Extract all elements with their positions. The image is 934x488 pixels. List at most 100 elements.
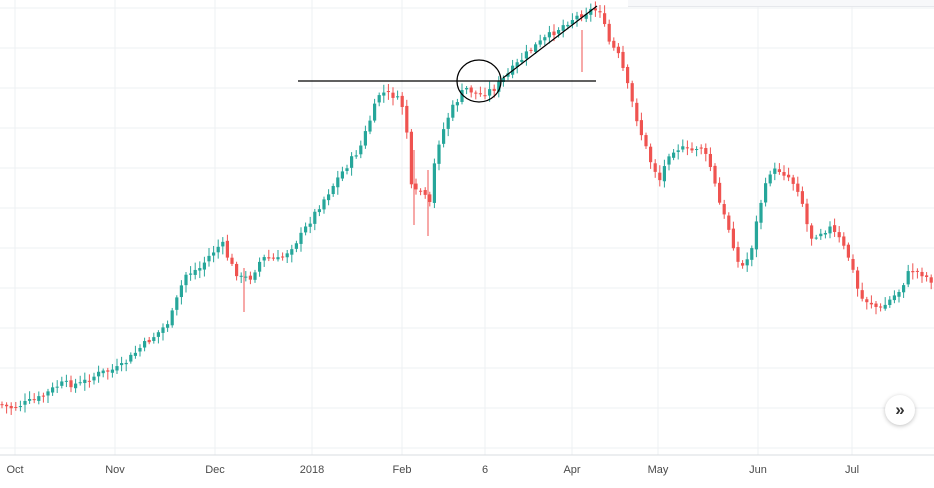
- candle-body: [281, 256, 285, 258]
- candle-body: [110, 369, 114, 373]
- candle-body: [547, 32, 551, 38]
- candle-body: [156, 332, 160, 337]
- candle-body: [235, 263, 239, 277]
- x-tick-label: Dec: [205, 464, 225, 476]
- candle-body: [754, 221, 758, 250]
- candle-body: [391, 92, 395, 98]
- candle-body: [175, 297, 179, 310]
- candle-body: [593, 8, 597, 11]
- candle-body: [276, 257, 280, 260]
- candle-body: [856, 270, 860, 289]
- candle-body: [488, 89, 492, 96]
- candle-body: [704, 148, 708, 154]
- candle-body: [635, 102, 639, 122]
- x-tick-label: May: [648, 464, 669, 476]
- candle-body: [32, 399, 36, 401]
- candle-body: [198, 268, 202, 271]
- candle-body: [469, 87, 473, 93]
- candle-body: [359, 145, 363, 155]
- candle-body: [221, 241, 225, 247]
- candle-body: [382, 92, 386, 96]
- candle-body: [791, 177, 795, 184]
- candle-body: [46, 391, 50, 396]
- candle-body: [658, 172, 662, 181]
- candle-body: [557, 29, 561, 34]
- candle-body: [915, 270, 919, 272]
- candle-body: [685, 147, 689, 149]
- candle-body: [308, 223, 312, 227]
- candle-body: [851, 259, 855, 270]
- candle-body: [23, 400, 27, 405]
- candle-body: [837, 232, 841, 238]
- double-chevron-right-icon: »: [895, 400, 905, 419]
- candle-body: [442, 129, 446, 144]
- candle-body: [350, 156, 354, 168]
- candle-body: [271, 257, 275, 259]
- candle-body: [879, 306, 883, 308]
- candle-body: [331, 185, 335, 195]
- candle-body: [120, 363, 124, 366]
- candle-body: [506, 73, 510, 77]
- candle-body: [184, 274, 188, 286]
- candle-body: [483, 95, 487, 97]
- x-tick-label: Feb: [393, 464, 412, 476]
- candle-body: [722, 204, 726, 215]
- top-right-panel-edge: [628, 0, 934, 7]
- candle-body: [189, 273, 193, 275]
- candle-body: [626, 66, 630, 84]
- candle-body: [925, 275, 929, 277]
- candle-body: [842, 236, 846, 246]
- candle-body: [64, 380, 68, 382]
- candle-body: [543, 37, 547, 41]
- candle-body: [41, 395, 45, 397]
- candle-body: [129, 354, 133, 362]
- candle-body: [782, 172, 786, 176]
- candle-body: [644, 135, 648, 147]
- candle-body: [368, 120, 372, 132]
- candle-body: [317, 209, 321, 213]
- candle-body: [897, 292, 901, 297]
- candle-body: [55, 386, 59, 388]
- candle-body: [5, 404, 9, 407]
- candle-body: [552, 31, 556, 36]
- candle-body: [258, 261, 262, 272]
- candle-body: [18, 406, 22, 408]
- candle-body: [865, 299, 869, 303]
- candle-body: [492, 88, 496, 91]
- candle-body: [0, 404, 4, 406]
- candle-body: [718, 182, 722, 203]
- x-tick-label: 6: [482, 464, 488, 476]
- candle-body: [920, 271, 924, 277]
- candle-body: [437, 144, 441, 164]
- candle-body: [327, 194, 331, 201]
- candle-body: [294, 243, 298, 249]
- candle-body: [244, 276, 248, 278]
- candle-body: [906, 271, 910, 285]
- candle-body: [253, 272, 257, 280]
- candle-body: [653, 163, 657, 172]
- candle-body: [400, 95, 404, 107]
- candle-body: [888, 299, 892, 306]
- candle-body: [805, 203, 809, 225]
- candle-body: [741, 263, 745, 266]
- candle-body: [193, 269, 197, 275]
- candle-body: [823, 232, 827, 235]
- candle-body: [354, 155, 358, 157]
- candle-body: [667, 156, 671, 165]
- candle-body: [69, 380, 73, 388]
- candle-body: [676, 150, 680, 152]
- candle-body: [428, 194, 432, 202]
- candle-body: [589, 8, 593, 15]
- candle-body: [212, 252, 216, 256]
- candle-body: [124, 362, 128, 365]
- candle-body: [764, 183, 768, 203]
- x-tick-label: Apr: [563, 464, 580, 476]
- scroll-to-realtime-button[interactable]: »: [885, 395, 915, 425]
- candle-body: [51, 387, 55, 393]
- candle-body: [745, 259, 749, 266]
- candle-body: [405, 105, 409, 133]
- candle-body: [874, 303, 878, 307]
- candle-body: [9, 405, 13, 409]
